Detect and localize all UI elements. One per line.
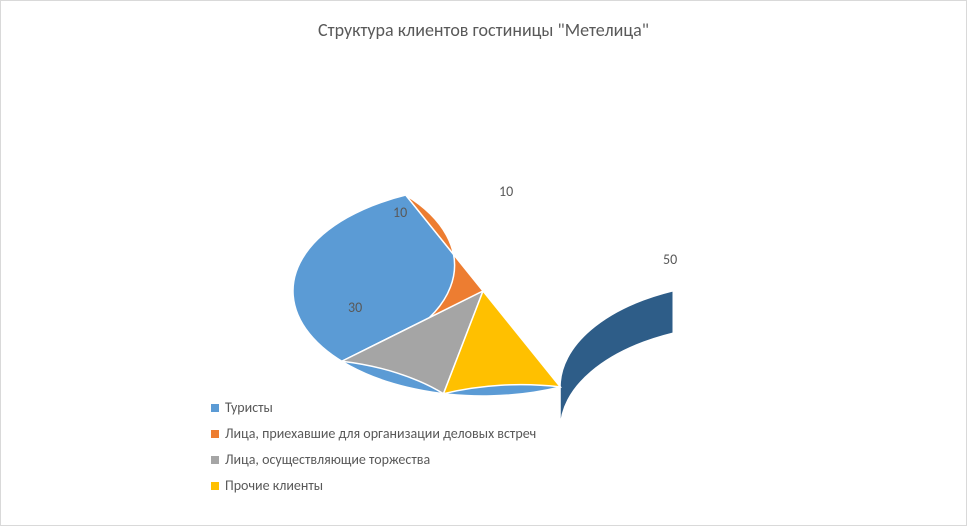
legend-item: Прочие клиенты: [211, 477, 536, 494]
legend-label: Лица, приехавшие для организации деловых…: [225, 425, 536, 442]
data-label: 10: [499, 183, 513, 200]
legend-item: Лица, осуществляющие торжества: [211, 451, 536, 468]
chart-title: Структура клиентов гостиницы "Метелица": [1, 19, 966, 41]
chart-plot-area: 50 30 10 10: [1, 71, 966, 381]
legend-label: Прочие клиенты: [225, 477, 323, 494]
pie-chart: [1, 71, 966, 381]
legend-label: Туристы: [225, 399, 273, 416]
legend-marker: [211, 456, 219, 464]
chart-container: Структура клиентов гостиницы "Метелица" …: [0, 0, 967, 526]
legend-marker: [211, 482, 219, 490]
data-label: 50: [663, 251, 677, 268]
legend-item: Туристы: [211, 399, 536, 416]
data-label: 30: [348, 299, 362, 316]
legend-marker: [211, 430, 219, 438]
chart-legend: Туристы Лица, приехавшие для организации …: [211, 399, 536, 503]
data-label: 10: [393, 204, 407, 221]
pie-side: [560, 291, 673, 429]
legend-label: Лица, осуществляющие торжества: [225, 451, 430, 468]
legend-item: Лица, приехавшие для организации деловых…: [211, 425, 536, 442]
legend-marker: [211, 404, 219, 412]
